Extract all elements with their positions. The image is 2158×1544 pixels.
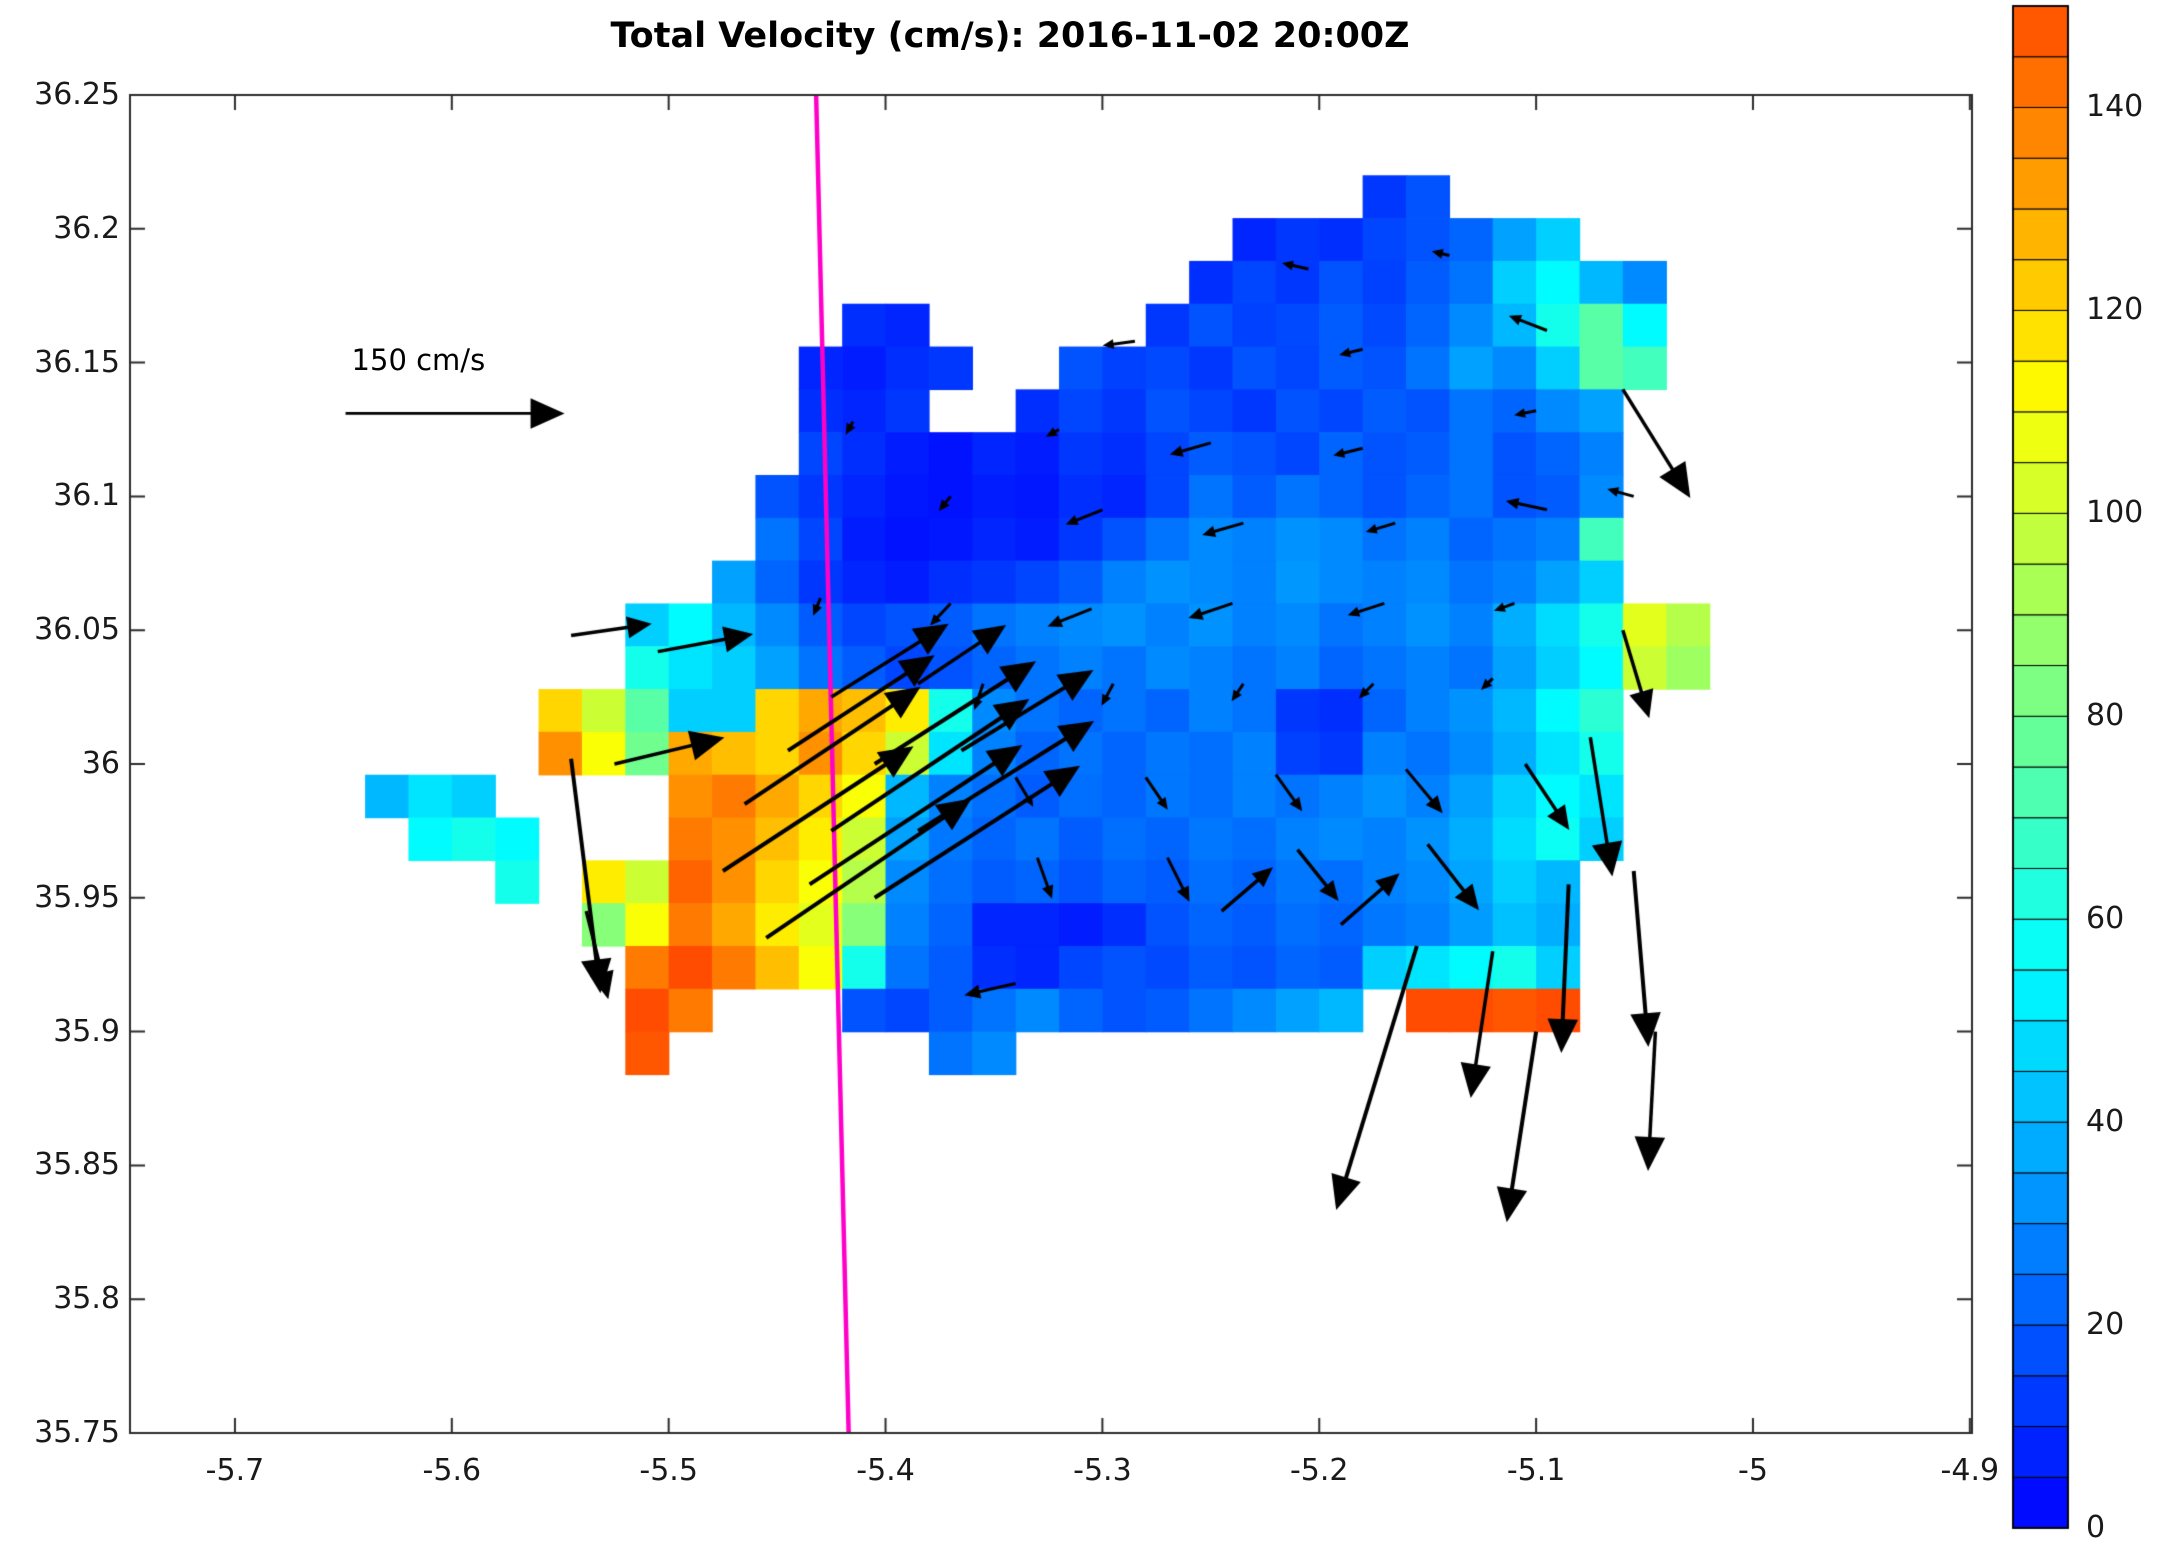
x-tick-label: -5: [1738, 1453, 1768, 1488]
colorbar-tick-label: 0: [2086, 1510, 2106, 1544]
colorbar-tick-label: 40: [2086, 1104, 2125, 1140]
colorbar-tick-label: 140: [2086, 89, 2144, 125]
y-tick-label: 35.95: [34, 879, 120, 915]
y-tick-label: 36.1: [53, 478, 120, 514]
y-tick-label: 36.15: [34, 344, 120, 380]
colorbar-tick-label: 20: [2086, 1307, 2125, 1343]
scale-arrow-label: 150 cm/s: [351, 343, 486, 378]
x-tick-label: -5.2: [1289, 1453, 1349, 1488]
x-tick-label: -5.4: [856, 1453, 915, 1488]
x-tick-label: -5.3: [1073, 1453, 1132, 1488]
y-tick-label: 36: [81, 746, 120, 781]
colorbar-tick-label: 100: [2086, 495, 2144, 531]
colorbar-tick-label: 60: [2086, 901, 2125, 937]
colorbar-tick-label: 120: [2086, 292, 2144, 328]
y-tick-label: 35.8: [53, 1281, 120, 1317]
y-tick-label: 36.25: [34, 77, 120, 112]
y-tick-label: 36.2: [53, 210, 120, 246]
y-tick-label: 36.05: [34, 612, 120, 648]
x-tick-label: -5.1: [1506, 1453, 1566, 1488]
x-tick-label: -5.5: [639, 1453, 698, 1488]
x-tick-label: -4.9: [1940, 1453, 2000, 1488]
y-tick-label: 35.9: [53, 1013, 120, 1049]
x-tick-label: -5.7: [205, 1453, 265, 1488]
plot-title: Total Velocity (cm/s): 2016-11-02 20:00Z: [610, 16, 1410, 56]
x-tick-label: -5.6: [422, 1453, 482, 1488]
colorbar-tick-label: 80: [2086, 698, 2125, 734]
y-tick-label: 35.75: [34, 1415, 120, 1450]
y-tick-label: 35.85: [34, 1147, 120, 1183]
